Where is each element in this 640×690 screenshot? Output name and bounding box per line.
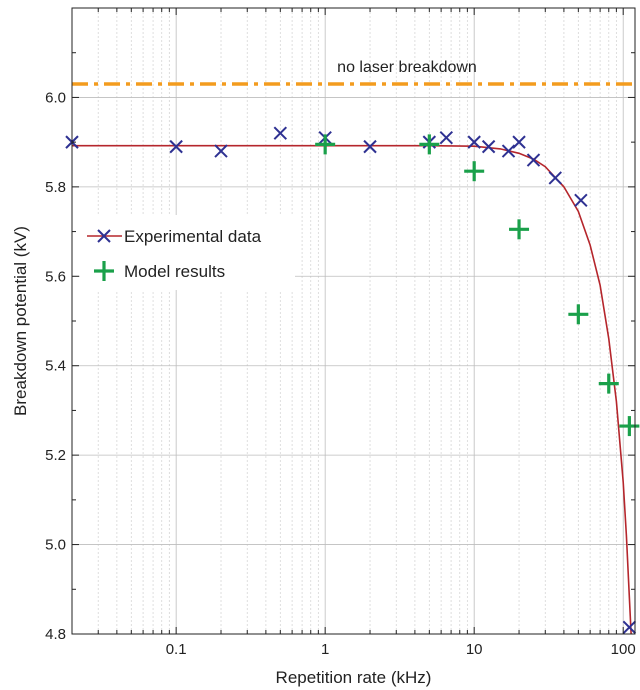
model-point — [464, 161, 485, 182]
legend-marker-model — [94, 261, 114, 281]
x-stroke — [439, 130, 454, 145]
model-point — [419, 134, 440, 155]
legend-marker-experimental — [97, 229, 111, 243]
experimental-point — [526, 153, 541, 167]
experimental-point — [574, 193, 588, 207]
x-stroke — [574, 193, 588, 207]
experimental-point — [214, 144, 228, 158]
legend-label-experimental: Experimental data — [124, 227, 262, 246]
model-point — [598, 373, 619, 394]
experimental-point — [169, 139, 183, 154]
tick-marks — [71, 7, 635, 635]
model-point — [509, 219, 530, 240]
x-stroke — [97, 229, 111, 243]
data-marks — [65, 126, 640, 634]
legend-label-model: Model results — [124, 262, 225, 281]
experimental-point — [439, 130, 454, 145]
y-axis-label: Breakdown potential (kV) — [11, 226, 30, 416]
x-stroke — [467, 135, 481, 149]
model-point — [568, 304, 589, 325]
y-tick-label: 5.0 — [45, 537, 66, 554]
grid — [71, 7, 635, 635]
experimental-point — [622, 620, 637, 634]
x-stroke — [214, 144, 228, 158]
legend-x-mark — [97, 229, 111, 243]
experimental-point — [363, 139, 377, 154]
x-stroke — [481, 139, 496, 154]
annotation-layer: no laser breakdown — [72, 59, 635, 86]
experimental-point — [512, 135, 526, 149]
plot-frame — [71, 7, 636, 635]
x-stroke — [526, 153, 541, 167]
x-tick-label: 0.1 — [166, 641, 187, 658]
x-stroke — [169, 139, 183, 154]
y-tick-label: 4.8 — [45, 626, 66, 643]
x-stroke — [501, 144, 516, 158]
x-stroke — [622, 620, 637, 634]
legend-background — [80, 215, 295, 290]
x-tick-label: 100 — [611, 641, 636, 658]
model-point — [619, 416, 640, 437]
x-tick-label: 1 — [321, 641, 329, 658]
x-stroke — [363, 139, 377, 154]
experimental-point — [501, 144, 516, 158]
y-tick-label: 6.0 — [45, 89, 66, 106]
x-stroke — [548, 171, 562, 185]
legend: Experimental data Model results — [80, 215, 295, 290]
x-stroke — [273, 126, 288, 140]
experimental-point — [273, 126, 288, 140]
tick-labels: 0.1 1 10 100 4.8 5.0 5.2 5.4 5.6 5.8 6.0 — [45, 89, 636, 658]
experimental-point — [467, 135, 481, 149]
y-tick-label: 5.4 — [45, 358, 66, 375]
x-axis-label: Repetition rate (kHz) — [276, 668, 432, 687]
x-tick-label: 10 — [466, 641, 483, 658]
no-laser-breakdown-label: no laser breakdown — [337, 59, 477, 76]
experimental-point — [548, 171, 562, 185]
y-tick-label: 5.2 — [45, 447, 66, 464]
legend-plus-mark — [94, 261, 114, 281]
x-stroke — [512, 135, 526, 149]
y-tick-label: 5.8 — [45, 179, 66, 196]
y-tick-label: 5.6 — [45, 268, 66, 285]
experimental-point — [481, 139, 496, 154]
model-point — [315, 134, 336, 155]
